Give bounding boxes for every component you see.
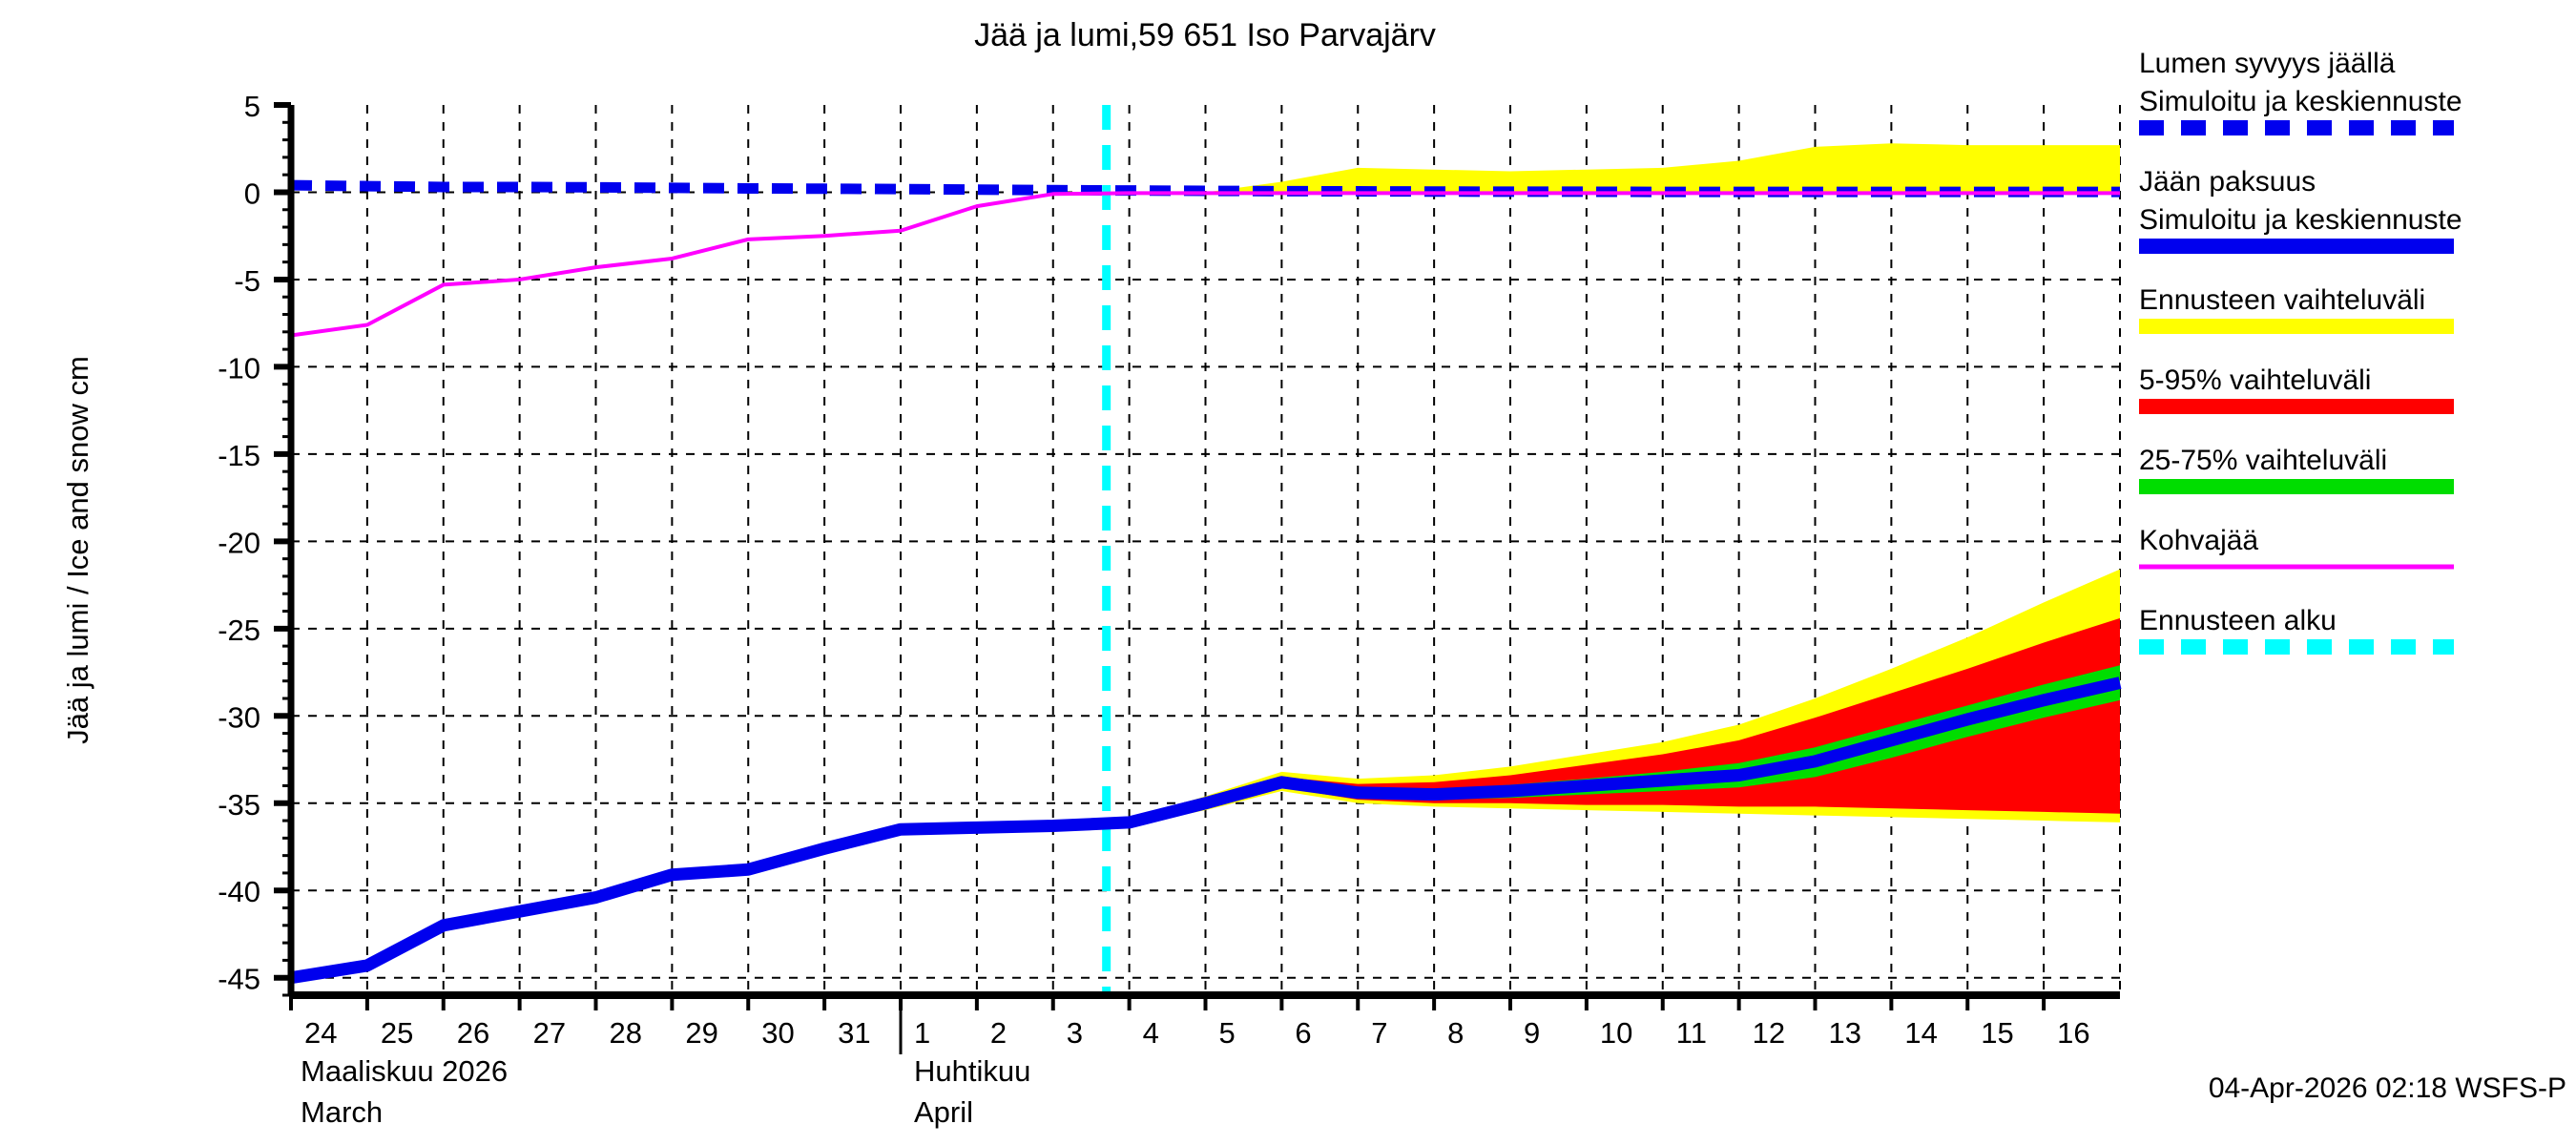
month-label-1: Maaliskuu 2026 bbox=[301, 1054, 508, 1088]
footer-timestamp: 04-Apr-2026 02:18 WSFS-P bbox=[2209, 1072, 2566, 1104]
legend-heading-snow: Lumen syvyys jäällä bbox=[2139, 48, 2396, 79]
x-tick-label: 30 bbox=[761, 1016, 794, 1050]
x-tick-label: 8 bbox=[1447, 1016, 1464, 1050]
x-tick-label: 2 bbox=[990, 1016, 1007, 1050]
x-tick-label: 5 bbox=[1219, 1016, 1236, 1050]
x-tick-label: 12 bbox=[1753, 1016, 1785, 1050]
y-tick-label: -20 bbox=[218, 526, 260, 559]
y-tick-label: -40 bbox=[218, 875, 260, 908]
legend-label-forecast-start: Ennusteen alku bbox=[2139, 605, 2337, 636]
x-tick-label: 4 bbox=[1143, 1016, 1159, 1050]
y-tick-label: -15 bbox=[218, 439, 260, 472]
series-line bbox=[290, 191, 2120, 338]
x-tick-label: 11 bbox=[1676, 1016, 1707, 1050]
legend-label-forecast-range: Ennusteen vaihteluväli bbox=[2139, 284, 2425, 316]
y-axis-title: Jää ja lumi / Ice and snow cm bbox=[61, 356, 94, 744]
legend-label-snow-mean: Simuloitu ja keskiennuste bbox=[2139, 86, 2462, 117]
x-tick-label: 7 bbox=[1371, 1016, 1387, 1050]
x-tick-label: 16 bbox=[2057, 1016, 2089, 1050]
x-tick-label: 28 bbox=[610, 1016, 642, 1050]
x-tick-label: 26 bbox=[457, 1016, 489, 1050]
legend-label-slush-ice: Kohvajää bbox=[2139, 525, 2258, 556]
x-tick-label: 31 bbox=[838, 1016, 870, 1050]
series-line bbox=[289, 677, 2122, 985]
month-sublabel-2: April bbox=[914, 1095, 973, 1129]
x-tick-label: 9 bbox=[1524, 1016, 1540, 1050]
legend-label-range-5-95: 5-95% vaihteluväli bbox=[2139, 364, 2371, 396]
y-tick-label: -45 bbox=[218, 963, 260, 996]
y-tick-label: -10 bbox=[218, 351, 260, 385]
page-title: Jää ja lumi,59 651 Iso Parvajärv bbox=[974, 17, 1436, 53]
month-sublabel-1: March bbox=[301, 1095, 383, 1129]
y-tick-label: -30 bbox=[218, 700, 260, 734]
x-tick-label: 27 bbox=[533, 1016, 566, 1050]
y-tick-label: 5 bbox=[244, 90, 260, 123]
legend-heading-ice: Jään paksuus bbox=[2139, 166, 2316, 198]
x-tick-label: 29 bbox=[685, 1016, 717, 1050]
x-tick-label: 14 bbox=[1904, 1016, 1937, 1050]
x-tick-label: 15 bbox=[1981, 1016, 2013, 1050]
y-tick-label: -35 bbox=[218, 788, 260, 822]
band-ffff00 bbox=[291, 143, 2120, 193]
month-label-2: Huhtikuu bbox=[914, 1054, 1030, 1088]
legend-label-ice-mean: Simuloitu ja keskiennuste bbox=[2139, 204, 2462, 236]
x-tick-label: 24 bbox=[304, 1016, 337, 1050]
y-tick-label: 0 bbox=[244, 177, 260, 210]
y-tick-label: -5 bbox=[234, 264, 260, 298]
y-tick-label: -25 bbox=[218, 614, 260, 647]
x-tick-label: 3 bbox=[1067, 1016, 1083, 1050]
x-tick-label: 1 bbox=[914, 1016, 930, 1050]
x-tick-label: 6 bbox=[1295, 1016, 1311, 1050]
x-tick-label: 13 bbox=[1829, 1016, 1861, 1050]
x-tick-label: 10 bbox=[1600, 1016, 1632, 1050]
legend-label-range-25-75: 25-75% vaihteluväli bbox=[2139, 445, 2387, 476]
x-tick-label: 25 bbox=[381, 1016, 413, 1050]
band-ff0000 bbox=[291, 617, 2120, 978]
